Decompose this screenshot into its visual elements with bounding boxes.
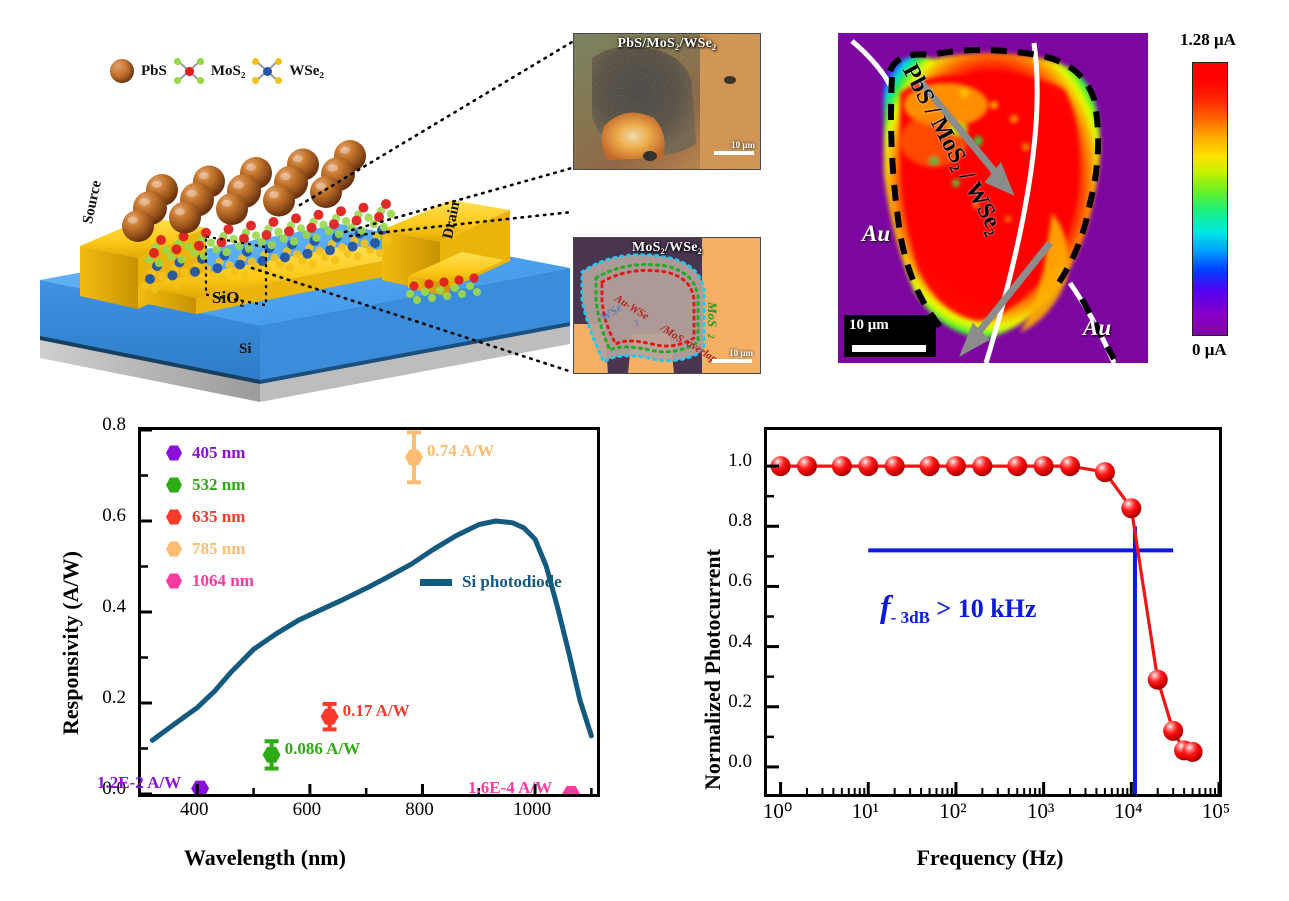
chart2-x-tick: 10⁵ [1201,799,1231,823]
chart1-legend-item: 635 nm [166,507,245,527]
molecule-icon-mos2 [173,58,204,84]
chart1-y-tick: 0.2 [102,687,126,708]
chart1-x-tick: 1000 [513,799,552,820]
material-legend: PbS MoS₂ [110,58,324,84]
chart2-f3db-annotation: f- 3dB > 10 kHz [880,588,1036,628]
line-swatch-icon [420,578,452,586]
chart1-reference-legend: Si photodiode [420,572,562,592]
chart1-legend-label: 1064 nm [192,571,254,590]
optical-inset-pbs-mos2-wse2: PbS/MoS₂/WSe₂ 10 μm [573,33,761,170]
legend-label-mos2: MoS₂ [210,62,246,79]
scale-bar-label: 10 μm [729,348,753,358]
legend-label-wse2: WSe₂ [289,62,324,79]
colorbar-min-label: 0 μA [1192,340,1227,359]
chart1-point-label: 1.6E-4 A/W [468,777,553,797]
svg-text:2: 2 [631,318,640,328]
hex-marker-icon [166,541,182,557]
hex-marker-icon [166,509,182,525]
colorbar-max-label: 1.28 μA [1180,30,1236,49]
chart2-x-tick: 10⁴ [1114,799,1143,823]
hex-marker-icon [166,477,182,493]
f3db-rest: > 10 kHz [929,594,1037,623]
colorbar [1192,62,1228,336]
chart1-legend-item: 405 nm [166,443,245,463]
svg-text:MoS: MoS [705,301,720,327]
f3db-symbol: f [880,588,891,624]
chart1-y-axis-title: Responsivity (A/W) [58,551,83,735]
map-scale-label: 10 μm [849,317,889,333]
chart1-point-label: 0.086 A/W [284,738,361,758]
chart1-x-axis-title: Wavelength (nm) [184,845,346,870]
chart1-x-tick: 400 [180,799,209,820]
chart1-point-label: 1.2E-2 A/W [97,772,182,792]
inset-caption: MoS₂/WSe₂ [631,240,703,255]
chart2-x-tick: 10³ [1026,799,1055,823]
chart2-y-axis-title: Normalized Photocurrent [700,549,725,790]
photocurrent-map-image: 10 μm Au Au [838,33,1148,363]
device-3d-drawing [40,140,570,402]
responsivity-chart [138,427,600,797]
inset-caption: PbS/MoS₂/WSe₂ [617,36,717,51]
frequency-response-chart [764,427,1222,797]
chart1-x-tick: 600 [292,799,322,820]
hex-marker-icon [166,445,182,461]
chart1-legend-label: 532 nm [192,475,246,494]
chart1-legend-label: 635 nm [192,507,246,526]
sphere-icon [110,59,134,83]
chart1-y-tick: 0.6 [102,505,126,526]
substrate-label-si: Si [239,341,252,357]
chart1-legend-item: 785 nm [166,539,245,559]
reference-legend-label: Si photodiode [462,572,562,591]
chart1-point-label: 0.74 A/W [427,441,495,461]
map-electrode-label-left: Au [862,221,891,246]
scale-bar-label: 10 μm [731,140,755,150]
chart1-legend-item: 532 nm [166,475,245,495]
hex-marker-icon [166,573,182,589]
chart1-y-tick: 0.8 [102,414,126,435]
chart1-point-label: 0.17 A/W [342,700,410,720]
map-electrode-label-right: Au [1083,315,1112,340]
substrate-label-sio2: SiO₂ [212,288,245,307]
scale-bar [712,359,752,363]
chart2-x-tick: 10⁰ [762,799,793,823]
chart1-y-tick: 0.4 [102,596,126,617]
chart2-y-tick: 0.2 [728,690,752,712]
legend-label-pbs: PbS [141,62,167,79]
molecule-icon-wse2 [252,58,283,84]
chart2-x-axis-title: Frequency (Hz) [916,845,1064,870]
chart2-x-tick: 10² [939,799,967,823]
chart1-legend-label: 405 nm [192,443,246,462]
chart1-y-tick: 0.0 [102,778,126,799]
chart2-y-tick: 1.0 [728,450,752,472]
chart1-x-tick: 800 [405,799,434,820]
device-schematic-panel: PbS MoS₂ [0,0,660,402]
chart2-y-tick: 0.0 [728,750,752,772]
chart2-y-tick: 0.4 [728,630,752,652]
chart1-legend-label: 785 nm [192,539,246,558]
optical-inset-mos2-wse2: WSe 2 Au-WSe /MoS overlap MoS 2 MoS₂/WSe… [573,237,761,374]
chart2-x-tick: 10¹ [851,799,879,823]
chart2-y-tick: 0.6 [728,570,752,592]
callout-lines [250,40,574,374]
scale-bar [714,151,754,155]
chart2-y-tick: 0.8 [728,510,752,532]
chart1-legend-item: 1064 nm [166,571,254,591]
svg-text:2: 2 [706,333,716,339]
f3db-subscript: - 3dB [890,608,930,627]
